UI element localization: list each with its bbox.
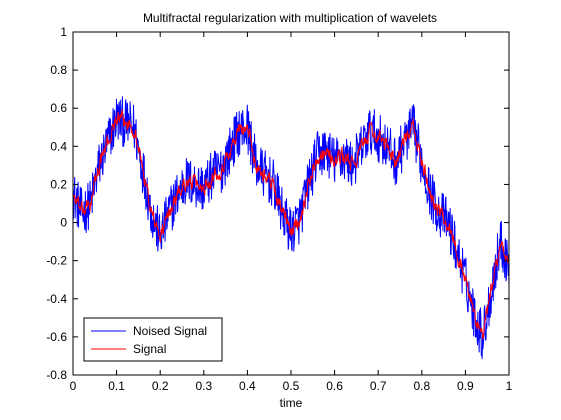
legend-label-noised-signal: Noised Signal — [133, 324, 207, 338]
legend-label-signal: Signal — [133, 342, 166, 356]
y-tick-label: 0.4 — [50, 139, 67, 153]
y-tick-label: -0.2 — [46, 254, 67, 268]
x-tick-label: 0.6 — [326, 379, 343, 393]
y-tick-label: 0.2 — [50, 177, 67, 191]
y-tick-label: 0 — [60, 216, 67, 230]
x-axis-label: time — [280, 396, 303, 410]
legend: Noised Signal Signal — [84, 318, 222, 361]
x-tick-label: 0 — [70, 379, 77, 393]
x-tick-label: 0.8 — [413, 379, 430, 393]
y-tick-label: 0.8 — [50, 63, 67, 77]
x-tick-label: 0.5 — [283, 379, 300, 393]
x-tick-label: 0.9 — [457, 379, 474, 393]
y-tick-label: -0.6 — [46, 330, 67, 344]
x-tick-label: 0.4 — [239, 379, 256, 393]
chart-title: Multifractal regularization with multipl… — [143, 11, 437, 25]
y-tick-label: -0.4 — [46, 292, 67, 306]
y-tick-label: 1 — [60, 25, 67, 39]
x-tick-label: 0.1 — [108, 379, 125, 393]
x-tick-label: 0.7 — [370, 379, 387, 393]
x-tick-label: 0.2 — [152, 379, 169, 393]
x-tick-label: 0.3 — [195, 379, 212, 393]
y-tick-label: 0.6 — [50, 101, 67, 115]
y-tick-label: -0.8 — [46, 368, 67, 382]
x-tick-label: 1 — [506, 379, 513, 393]
